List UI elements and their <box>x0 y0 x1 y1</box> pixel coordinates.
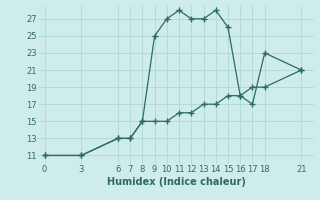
X-axis label: Humidex (Indice chaleur): Humidex (Indice chaleur) <box>107 177 245 187</box>
